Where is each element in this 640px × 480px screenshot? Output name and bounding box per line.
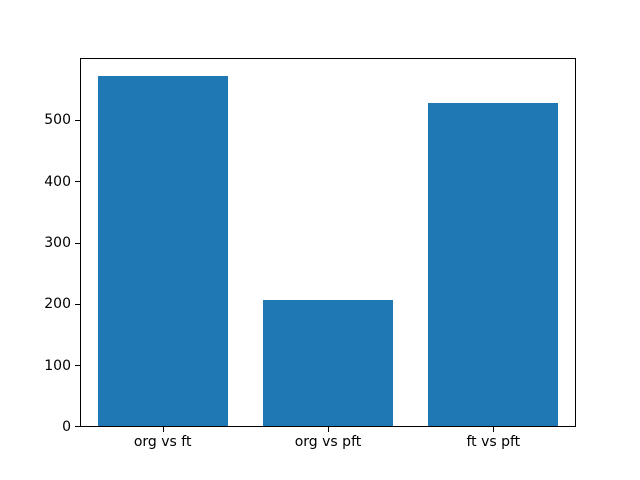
x-slot: org vs ft (80, 427, 245, 467)
bar-slot (246, 59, 411, 426)
y-axis: 0 100 200 300 400 500 (0, 58, 80, 434)
y-tick-mark (75, 365, 80, 367)
y-tick-label-300: 300 (44, 235, 71, 252)
x-tick-mark (327, 427, 329, 432)
y-tick-label-400: 400 (44, 173, 71, 190)
x-axis: org vs ft org vs pft ft vs pft (80, 427, 576, 467)
axes-plot-area (80, 58, 576, 427)
y-tick-mark (75, 303, 80, 305)
y-tick-label-200: 200 (44, 296, 71, 313)
y-tick-mark (75, 181, 80, 183)
x-tick-label-ft-vs-pft: ft vs pft (466, 434, 521, 450)
y-tick-mark (75, 242, 80, 244)
bar-slot (410, 59, 575, 426)
x-tick-mark (493, 427, 495, 432)
y-tick-label-0: 0 (62, 419, 71, 435)
bar-ft-vs-pft (427, 103, 558, 426)
bar-org-vs-ft (98, 76, 229, 426)
x-slot: org vs pft (245, 427, 410, 467)
bar-slot (81, 59, 246, 426)
x-tick-mark (162, 427, 164, 432)
bar-org-vs-pft (263, 299, 393, 426)
x-slot: ft vs pft (411, 427, 576, 467)
x-tick-label-org-vs-ft: org vs ft (133, 434, 192, 450)
x-tick-label-org-vs-pft: org vs pft (294, 434, 362, 450)
bars-container (81, 59, 575, 426)
y-tick-label-100: 100 (44, 357, 71, 374)
y-tick-mark (75, 119, 80, 121)
y-tick-mark (75, 426, 80, 427)
y-tick-label-500: 500 (44, 112, 71, 129)
